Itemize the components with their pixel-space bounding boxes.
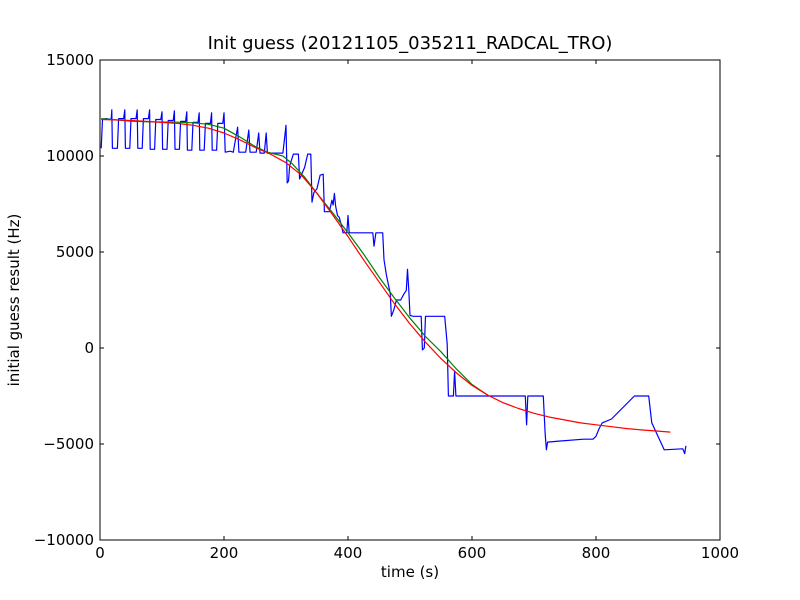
y-tick-label: 15000 [46, 51, 94, 69]
y-tick-label: −10000 [34, 531, 94, 549]
y-tick-label: 0 [84, 339, 94, 357]
x-tick-label: 0 [95, 544, 105, 562]
y-tick-label: −5000 [43, 435, 94, 453]
x-tick-label: 800 [582, 544, 611, 562]
x-axis-label: time (s) [381, 563, 439, 581]
series-line-1 [100, 109, 687, 455]
x-tick-label: 1000 [701, 544, 739, 562]
y-axis-label: initial guess result (Hz) [5, 214, 23, 387]
series-line-2 [101, 118, 488, 396]
x-tick-label: 200 [210, 544, 239, 562]
y-tick-label: 10000 [46, 147, 94, 165]
y-tick-label: 5000 [56, 243, 94, 261]
tick-layer: 0 200 400 600 800 1000 −10000 −5000 0 5000 10000 15… [34, 51, 739, 562]
chart-title: Init guess (20121105_035211_RADCAL_TRO) [208, 33, 613, 54]
series-layer [100, 109, 687, 455]
series-line-3 [101, 118, 671, 433]
x-tick-label: 600 [458, 544, 487, 562]
plot-frame [99, 59, 721, 541]
x-tick-label: 400 [334, 544, 363, 562]
